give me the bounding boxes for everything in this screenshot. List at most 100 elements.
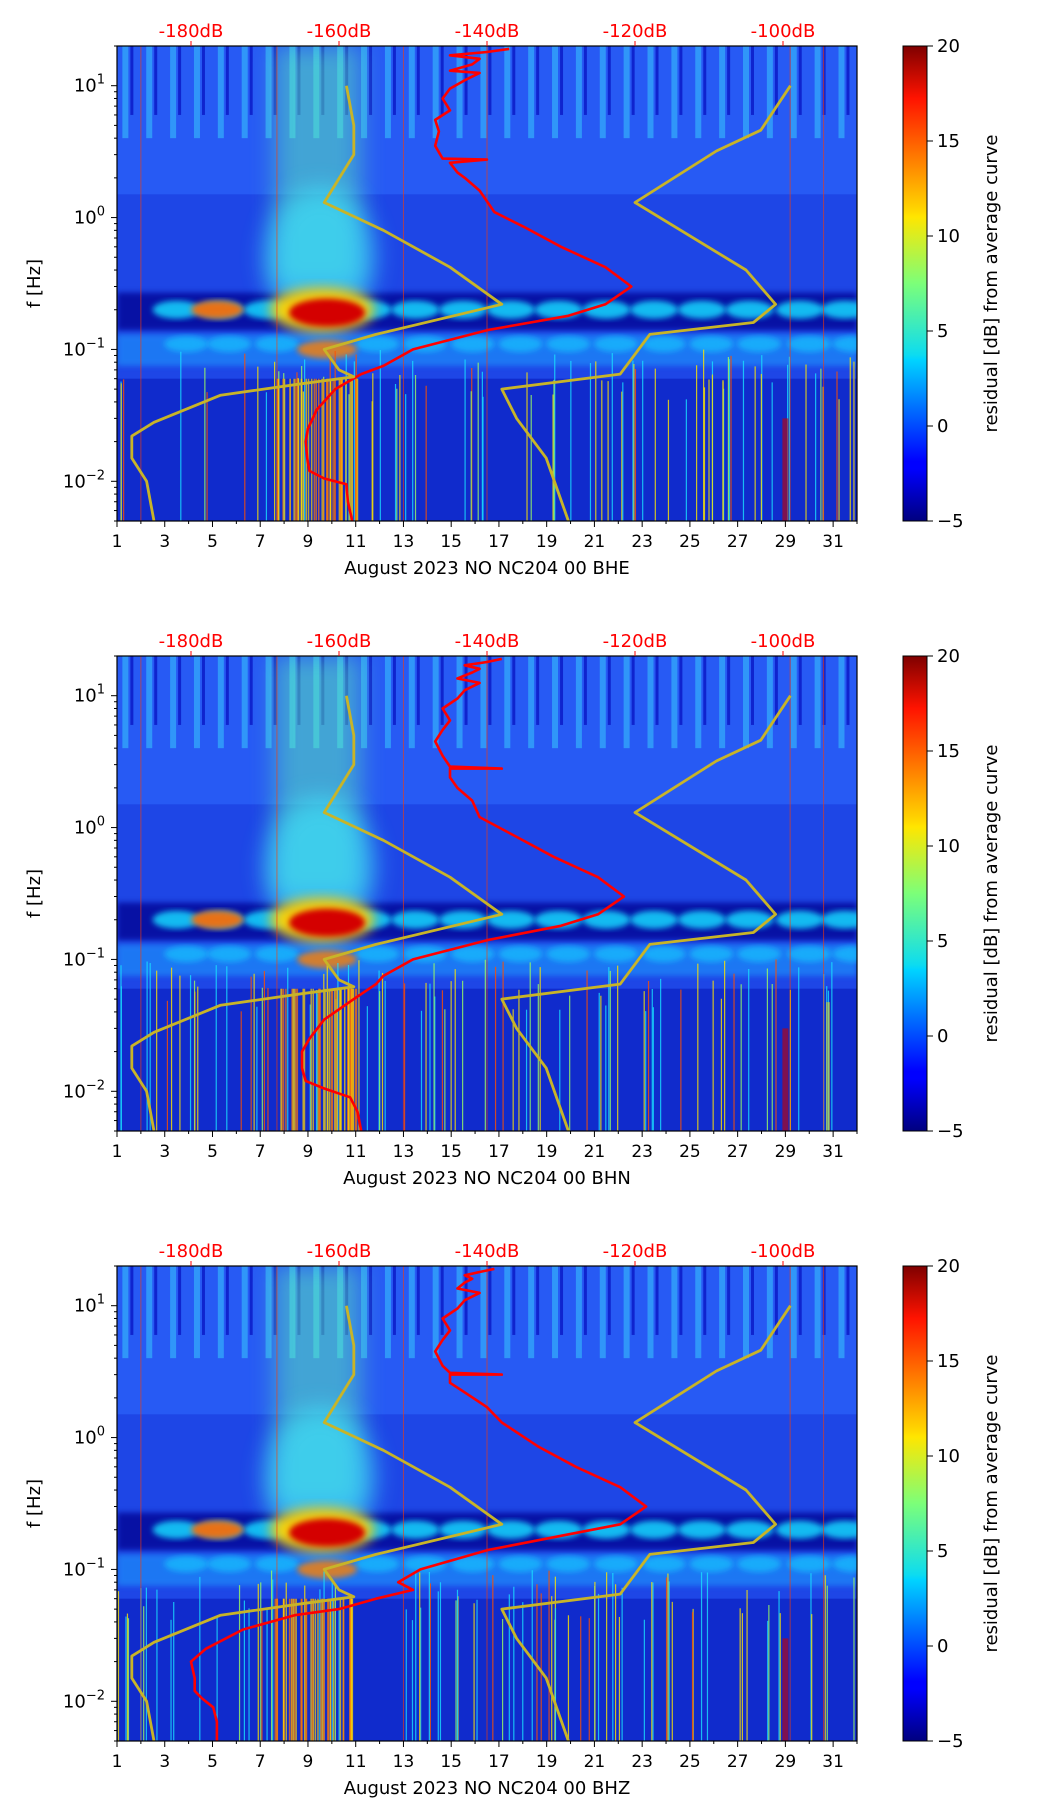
storm-blob xyxy=(450,945,495,962)
daily-noise-streak xyxy=(838,656,845,749)
daily-quiet-streak xyxy=(130,46,134,115)
daily-quiet-streak xyxy=(631,656,635,725)
x-tick-label: 31 xyxy=(822,532,844,552)
daily-noise-streak xyxy=(432,656,439,749)
x-tick-label: 17 xyxy=(488,532,510,552)
storm-blob xyxy=(630,910,679,929)
x-tick-label: 3 xyxy=(159,1142,170,1162)
daily-noise-streak xyxy=(575,46,582,139)
x-tick-label: 21 xyxy=(584,1752,606,1772)
y-tick-label: 101 xyxy=(74,683,105,707)
y-tick-label: 100 xyxy=(74,815,105,839)
daily-noise-streak xyxy=(217,1266,224,1359)
daily-noise-streak xyxy=(790,656,797,749)
y-tick-label: 10−1 xyxy=(63,336,105,360)
daily-quiet-streak xyxy=(798,656,802,725)
storm-blob xyxy=(832,1555,857,1572)
storm-blob xyxy=(821,300,857,319)
daily-noise-streak xyxy=(695,1266,702,1359)
storm-blob xyxy=(152,300,201,319)
x-tick-label: 3 xyxy=(159,1752,170,1772)
storm-blob xyxy=(787,945,832,962)
storm-blob xyxy=(355,335,400,352)
colorbar-tick-label: −5 xyxy=(937,1121,964,1142)
storm-blob xyxy=(677,910,726,929)
daily-noise-streak xyxy=(265,1266,272,1359)
colorbar-tick-label: −5 xyxy=(937,511,964,532)
daily-noise-streak xyxy=(361,1266,368,1359)
daily-quiet-streak xyxy=(583,46,587,115)
daily-quiet-streak xyxy=(201,46,205,115)
daily-quiet-streak xyxy=(369,656,373,725)
storm-blob xyxy=(450,335,495,352)
colorbar-tick-label: 0 xyxy=(937,416,948,437)
x-tick-label: 7 xyxy=(255,532,266,552)
storm-blob xyxy=(152,910,201,929)
x-tick-label: 1 xyxy=(112,1752,123,1772)
y-tick-base: 10 xyxy=(74,1428,97,1449)
high-noise-model-curve xyxy=(500,84,792,521)
colorbar-tick-label: 15 xyxy=(937,741,960,762)
x-tick-label: 27 xyxy=(727,532,749,552)
daily-quiet-streak xyxy=(154,1266,158,1335)
daily-quiet-streak xyxy=(655,656,659,725)
x-tick-label: 5 xyxy=(207,532,218,552)
daily-noise-streak xyxy=(599,656,606,749)
y-axis-label: f [Hz] xyxy=(24,1479,45,1528)
daily-quiet-streak xyxy=(416,1266,420,1335)
daily-quiet-streak xyxy=(798,1266,802,1335)
x-tick-label: 21 xyxy=(584,532,606,552)
daily-noise-streak xyxy=(766,656,773,749)
y-tick-base: 10 xyxy=(74,686,97,707)
storm-blob xyxy=(725,910,774,929)
x-tick-label: 1 xyxy=(112,532,123,552)
spectrogram xyxy=(117,1266,857,1741)
daily-noise-streak xyxy=(671,656,678,749)
storm-core xyxy=(289,1518,366,1547)
instrument-glitch-column xyxy=(782,1638,789,1741)
low-noise-model-curve xyxy=(130,85,504,521)
y-axis-label: f [Hz] xyxy=(24,259,45,308)
storm-blob xyxy=(164,945,209,962)
storm-blob xyxy=(775,300,824,319)
y-tick-exponent: −2 xyxy=(86,1078,105,1093)
daily-noise-streak xyxy=(743,46,749,139)
daily-noise-streak xyxy=(146,656,153,749)
storm-blob xyxy=(582,910,631,929)
storm-blob xyxy=(821,1520,857,1539)
daily-noise-streak xyxy=(647,1266,654,1359)
top-axis-label: -160dB xyxy=(307,21,372,42)
storm-blob xyxy=(689,335,734,352)
daily-noise-streak xyxy=(623,656,630,749)
daily-quiet-streak xyxy=(607,1266,611,1335)
x-tick-label: 5 xyxy=(207,1752,218,1772)
colorbar-tick-label: 15 xyxy=(937,1351,960,1372)
storm-blob xyxy=(486,300,535,319)
storm-blob xyxy=(486,1520,535,1539)
daily-noise-streak xyxy=(122,656,129,749)
daily-quiet-streak xyxy=(679,1266,683,1335)
storm-blob xyxy=(402,1555,447,1572)
daily-quiet-streak xyxy=(703,656,707,725)
daily-quiet-streak xyxy=(512,46,516,115)
storm-blob xyxy=(677,1520,726,1539)
y-tick-base: 10 xyxy=(63,1081,86,1102)
colorbar-label: residual [dB] from average curve xyxy=(981,744,1002,1042)
x-axis-label: August 2023 NO NC204 00 BHE xyxy=(344,558,630,579)
y-tick-exponent: −2 xyxy=(86,468,105,483)
daily-quiet-streak xyxy=(631,1266,635,1335)
daily-quiet-streak xyxy=(178,46,182,115)
daily-quiet-streak xyxy=(727,656,731,725)
y-tick-base: 10 xyxy=(63,471,86,492)
y-tick-label: 10−2 xyxy=(63,1688,105,1712)
storm-blob xyxy=(164,335,209,352)
daily-noise-streak xyxy=(456,656,463,749)
daily-noise-streak xyxy=(623,46,630,139)
x-tick-label: 5 xyxy=(207,1142,218,1162)
daily-quiet-streak xyxy=(225,1266,229,1335)
top-axis-label: -120dB xyxy=(603,1241,668,1262)
colorbar-tick-label: 20 xyxy=(937,36,960,57)
storm-blob xyxy=(164,1555,209,1572)
daily-quiet-streak xyxy=(798,46,802,115)
y-tick-base: 10 xyxy=(63,1559,86,1580)
